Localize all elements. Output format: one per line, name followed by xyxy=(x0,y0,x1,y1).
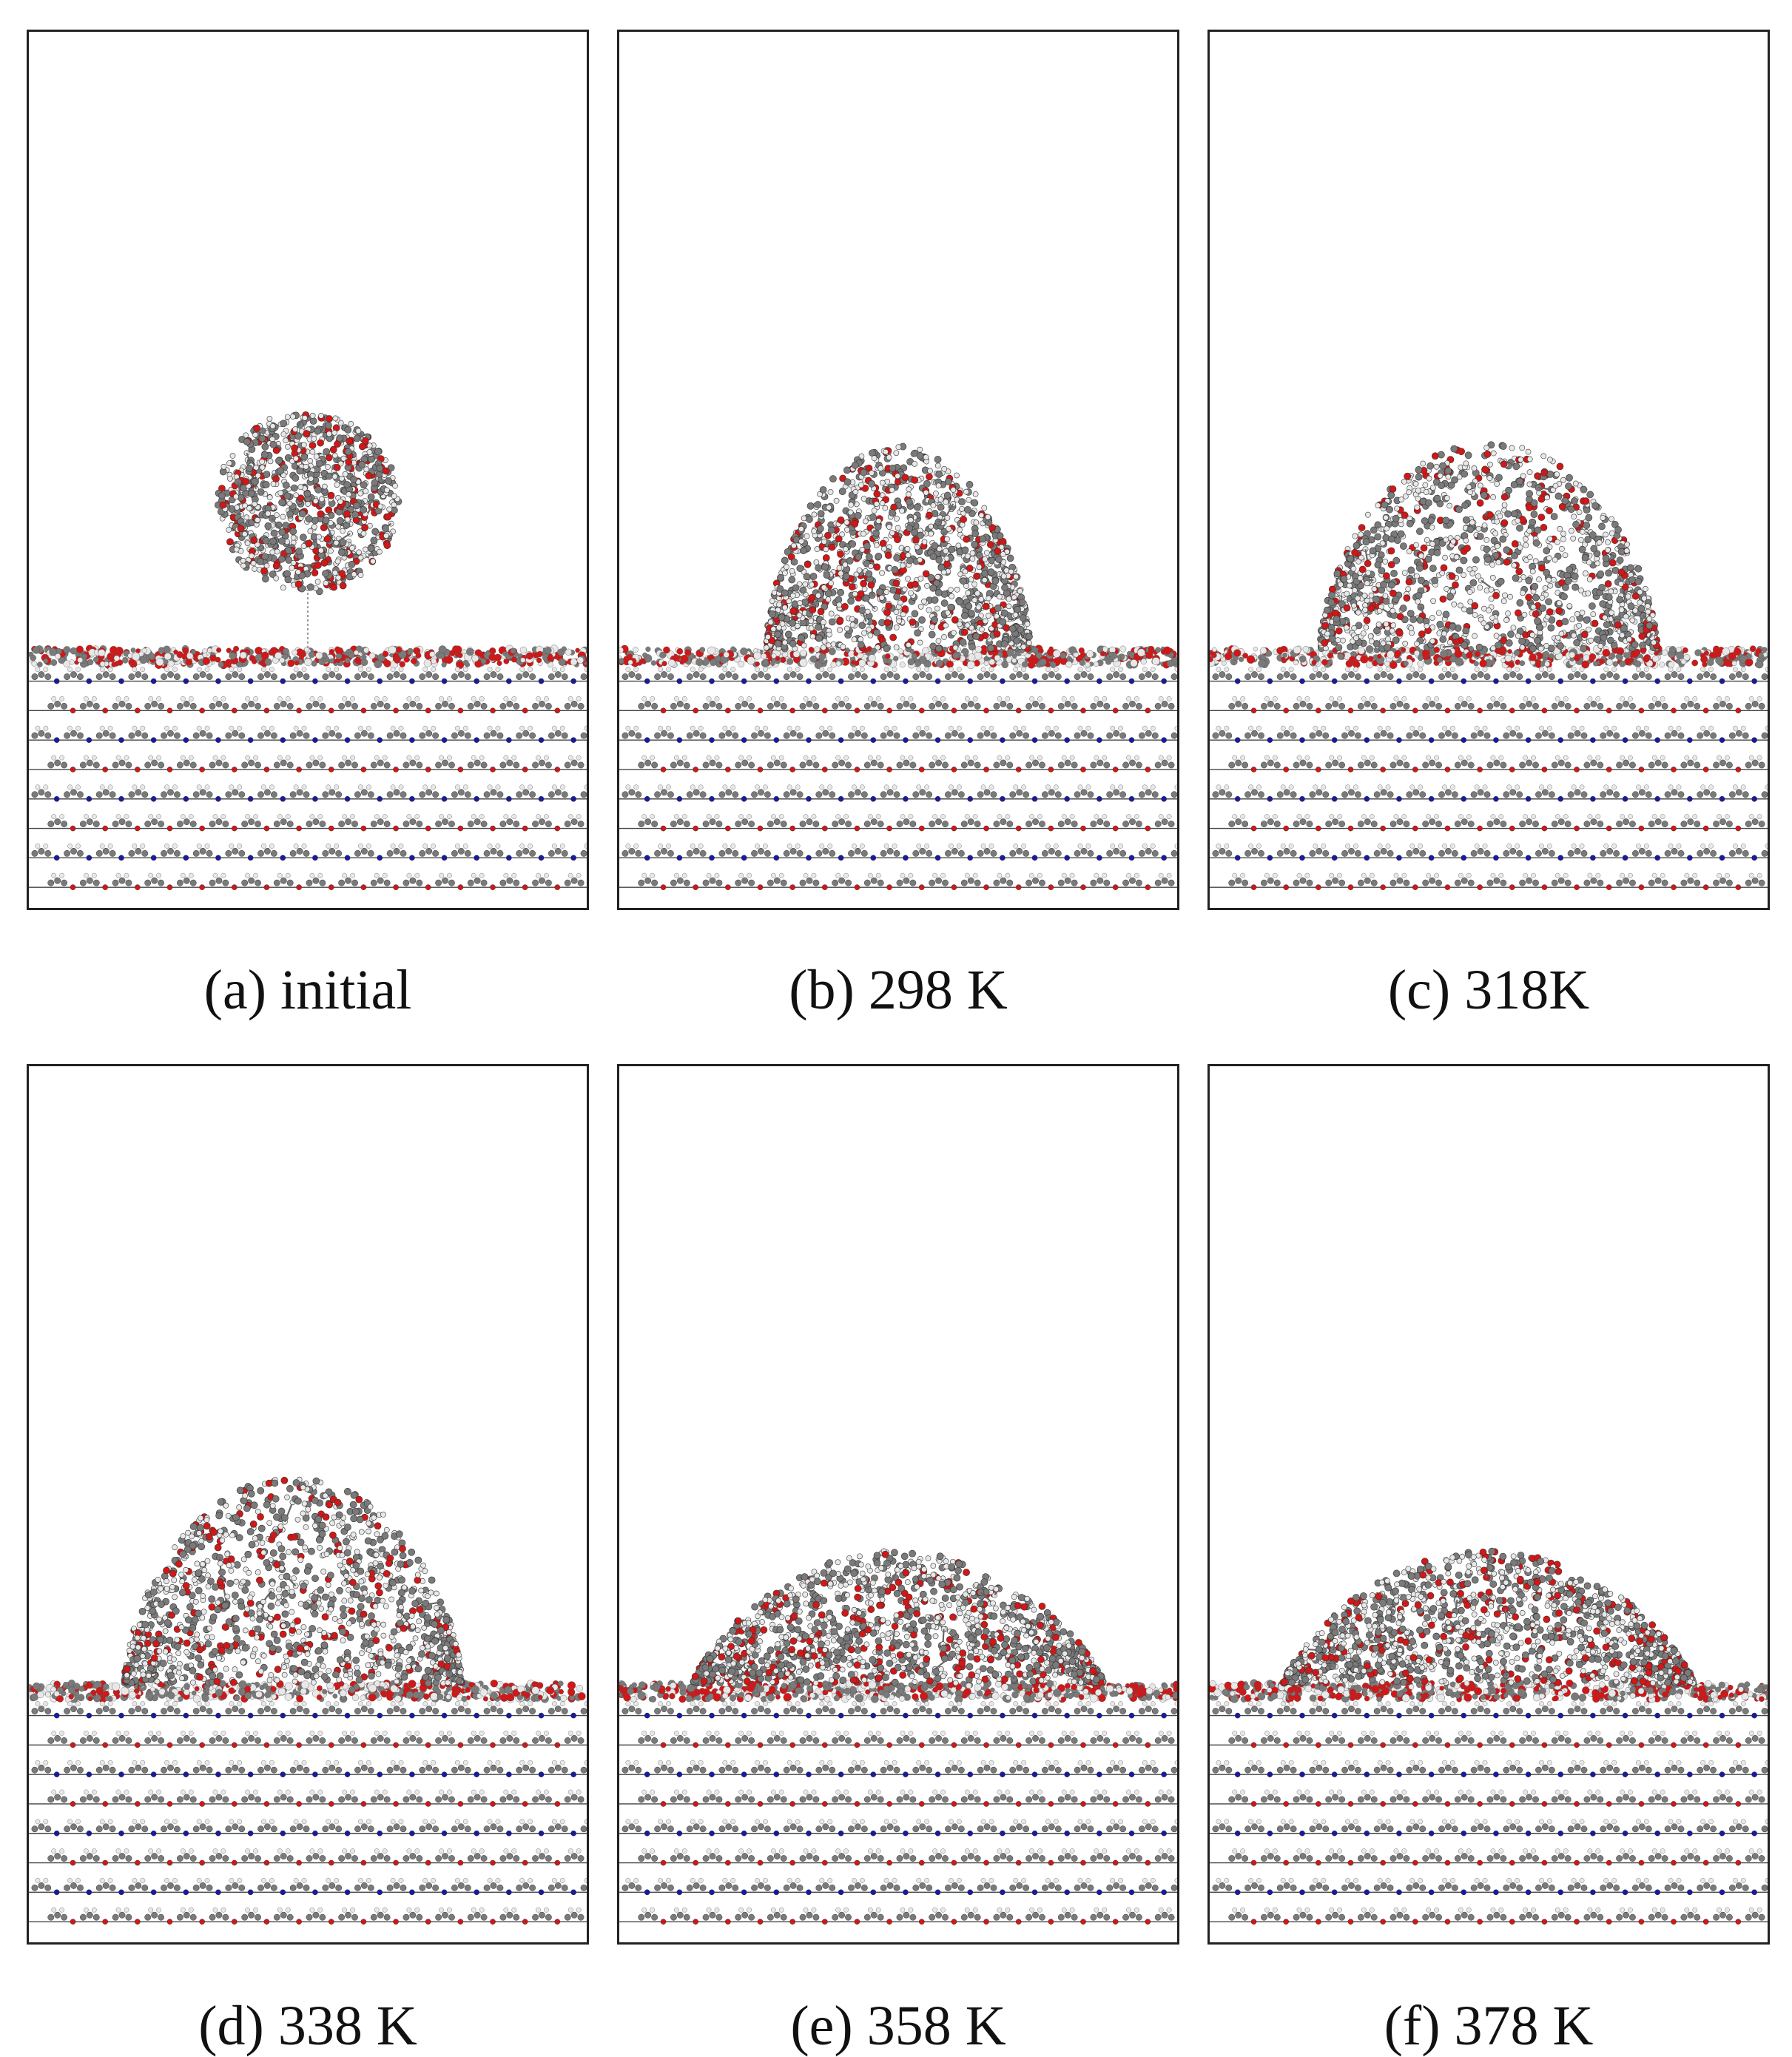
molecular-snapshot-c xyxy=(1210,32,1768,908)
simulation-panel-d xyxy=(27,1064,589,1945)
substrate-slab xyxy=(619,1680,1177,1925)
substrate-slab xyxy=(29,1680,587,1925)
molecular-snapshot-b xyxy=(619,32,1177,908)
caption-b: (b) 298 K xyxy=(617,962,1179,1018)
caption-a: (a) initial xyxy=(27,962,589,1018)
simulation-panel-f xyxy=(1207,1064,1770,1945)
substrate-slab xyxy=(1210,1680,1768,1925)
caption-c: (c) 318K xyxy=(1207,962,1770,1018)
substrate-slab xyxy=(29,645,587,890)
simulation-panel-a xyxy=(27,30,589,910)
droplet-molecules xyxy=(121,1477,465,1686)
droplet-molecules xyxy=(215,411,402,648)
caption-f: (f) 378 K xyxy=(1207,1998,1770,2054)
molecular-snapshot-a xyxy=(29,32,587,908)
molecular-snapshot-d xyxy=(29,1066,587,1942)
droplet-molecules xyxy=(1317,442,1660,652)
simulation-panel-e xyxy=(617,1064,1179,1945)
molecular-snapshot-e xyxy=(619,1066,1177,1942)
substrate-slab xyxy=(1210,645,1768,890)
simulation-panel-c xyxy=(1207,30,1770,910)
caption-d: (d) 338 K xyxy=(27,1998,589,2054)
droplet-molecules xyxy=(764,443,1033,652)
droplet-molecules xyxy=(690,1549,1106,1686)
substrate-slab xyxy=(619,645,1177,890)
molecular-snapshot-f xyxy=(1210,1066,1768,1942)
caption-e: (e) 358 K xyxy=(617,1998,1179,2054)
droplet-molecules xyxy=(1280,1548,1697,1686)
simulation-panel-b xyxy=(617,30,1179,910)
